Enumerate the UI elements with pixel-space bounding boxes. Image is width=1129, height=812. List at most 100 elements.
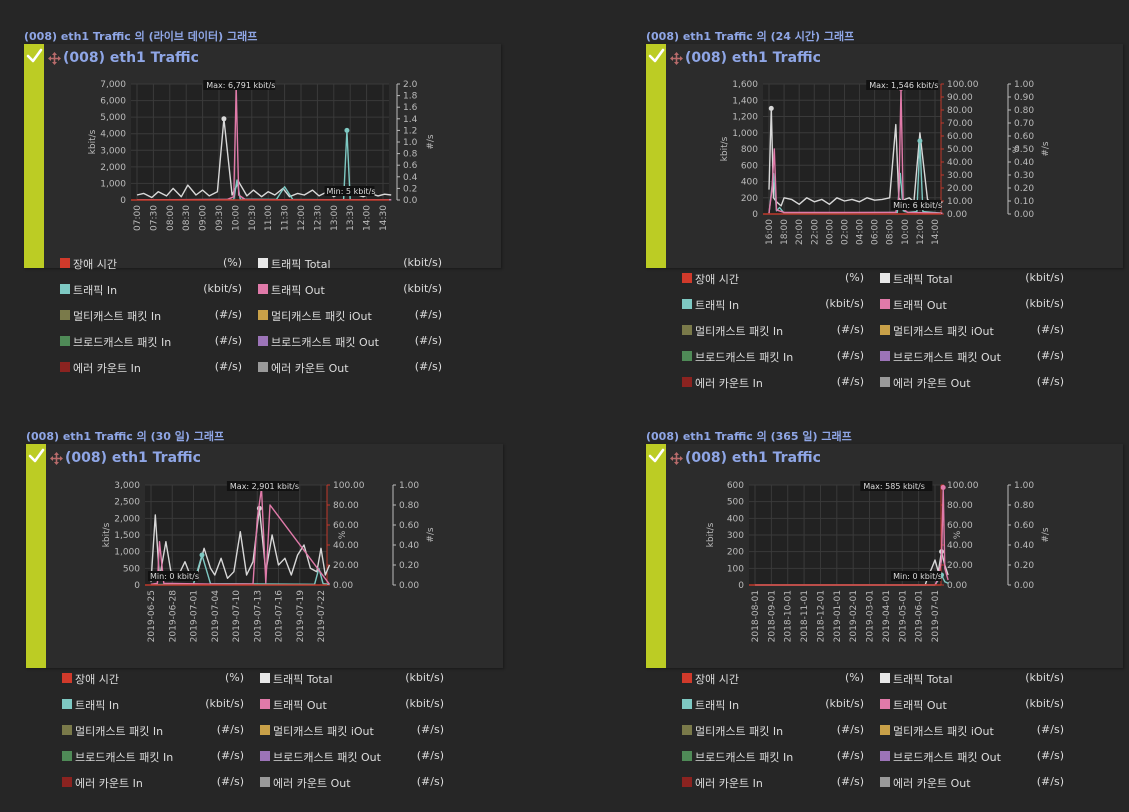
y-tick-label-right-2: 0.80	[1014, 501, 1034, 511]
legend-item[interactable]: 브로드캐스트 패킷 In (#/s)	[682, 349, 872, 364]
legend-swatch	[62, 673, 72, 683]
legend-label: 트래픽 Total	[893, 673, 953, 686]
legend-item[interactable]: 트래픽 In (kbit/s)	[60, 282, 250, 297]
series-peak-marker	[768, 105, 774, 111]
legend-item[interactable]: 트래픽 Total (kbit/s)	[880, 271, 1070, 286]
legend-item[interactable]: 트래픽 Total (kbit/s)	[260, 671, 450, 686]
legend-item[interactable]: 트래픽 In (kbit/s)	[682, 697, 872, 712]
x-tick-label: 11:00	[264, 205, 274, 231]
max-label-box	[203, 80, 276, 90]
legend-item[interactable]: 트래픽 Out (kbit/s)	[260, 697, 450, 712]
y-tick-label-right: 40.00	[947, 541, 973, 551]
x-tick-label: 2018-10-01	[784, 590, 794, 642]
legend-item[interactable]: 트래픽 Out (kbit/s)	[880, 697, 1070, 712]
graph-section-title: (008) eth1 Traffic 의 (365 일) 그래프	[646, 430, 852, 443]
x-tick-label: 02:00	[840, 219, 850, 245]
legend-item[interactable]: 브로드캐스트 패킷 Out (#/s)	[260, 749, 450, 764]
y-tick-label-right: 20.00	[947, 561, 973, 571]
legend-unit: (kbit/s)	[1025, 671, 1064, 684]
move-icon[interactable]	[50, 452, 63, 465]
legend-unit: (#/s)	[836, 749, 864, 762]
legend-item[interactable]: 트래픽 Out (kbit/s)	[258, 282, 448, 297]
x-tick-label: 18:00	[780, 219, 790, 245]
y-tick-label: 1,200	[732, 113, 758, 123]
legend-unit: (kbit/s)	[403, 256, 442, 269]
legend-item[interactable]: 에러 카운트 In (#/s)	[682, 775, 872, 790]
y-tick-label-right: 0.00	[947, 210, 967, 220]
legend-item[interactable]: 멀티캐스트 패킷 iOut (#/s)	[880, 323, 1070, 338]
move-icon[interactable]	[670, 452, 683, 465]
legend-item[interactable]: 에러 카운트 Out (#/s)	[880, 775, 1070, 790]
legend-item[interactable]: 에러 카운트 Out (#/s)	[258, 360, 448, 375]
legend-item[interactable]: 브로드캐스트 패킷 In (#/s)	[62, 749, 252, 764]
legend-item[interactable]: 에러 카운트 In (#/s)	[60, 360, 250, 375]
legend-item[interactable]: 에러 카운트 In (#/s)	[682, 375, 872, 390]
legend-swatch	[260, 699, 270, 709]
legend-swatch	[880, 351, 890, 361]
x-tick-label: 10:00	[231, 205, 241, 231]
y-tick-label: 0	[120, 196, 126, 206]
legend-item[interactable]: 에러 카운트 Out (#/s)	[880, 375, 1070, 390]
legend-item[interactable]: 브로드캐스트 패킷 In (#/s)	[682, 749, 872, 764]
y-tick-label-right-2: 0.00	[1014, 581, 1034, 591]
legend-item[interactable]: 장애 시간 (%)	[682, 271, 872, 286]
series-peak-marker	[344, 127, 350, 133]
legend-item[interactable]: 트래픽 Total (kbit/s)	[880, 671, 1070, 686]
legend-unit: (#/s)	[836, 375, 864, 388]
y-tick-label-right-2: 0.80	[399, 501, 419, 511]
checkmark-icon[interactable]	[648, 447, 665, 464]
panel-accent-bar	[26, 444, 46, 668]
y-tick-label-right: 2.0	[403, 80, 418, 90]
y-axis-label-left: kbit/s	[88, 129, 98, 154]
checkmark-icon[interactable]	[28, 447, 45, 464]
legend-label: 브로드캐스트 패킷 Out	[893, 351, 1001, 364]
legend-item[interactable]: 장애 시간 (%)	[62, 671, 252, 686]
legend-item[interactable]: 브로드캐스트 패킷 Out (#/s)	[880, 349, 1070, 364]
x-tick-label: 2019-07-10	[232, 590, 242, 643]
legend-item[interactable]: 트래픽 Out (kbit/s)	[880, 297, 1070, 312]
legend-item[interactable]: 멀티캐스트 패킷 In (#/s)	[682, 723, 872, 738]
legend-item[interactable]: 멀티캐스트 패킷 iOut (#/s)	[260, 723, 450, 738]
y-axis-label-left: kbit/s	[102, 522, 112, 547]
y-tick-label-right: 50.00	[947, 145, 973, 155]
max-label: Max: 585 kbit/s	[863, 482, 925, 491]
legend-item[interactable]: 트래픽 In (kbit/s)	[62, 697, 252, 712]
legend-item[interactable]: 트래픽 In (kbit/s)	[682, 297, 872, 312]
x-tick-label: 2019-05-01	[898, 590, 908, 642]
legend-item[interactable]: 멀티캐스트 패킷 In (#/s)	[62, 723, 252, 738]
legend-item[interactable]: 장애 시간 (%)	[682, 671, 872, 686]
min-label-box	[891, 571, 942, 581]
y-tick-label-right: 1.4	[403, 115, 418, 125]
legend-swatch	[682, 725, 692, 735]
checkmark-icon[interactable]	[648, 47, 665, 64]
legend-item[interactable]: 멀티캐스트 패킷 iOut (#/s)	[880, 723, 1070, 738]
legend-item[interactable]: 브로드캐스트 패킷 Out (#/s)	[880, 749, 1070, 764]
legend-unit: (kbit/s)	[825, 297, 864, 310]
legend-item[interactable]: 브로드캐스트 패킷 In (#/s)	[60, 334, 250, 349]
move-icon[interactable]	[670, 52, 683, 65]
legend-item[interactable]: 멀티캐스트 패킷 iOut (#/s)	[258, 308, 448, 323]
legend-label: 트래픽 Out	[893, 699, 947, 712]
legend-item[interactable]: 멀티캐스트 패킷 In (#/s)	[60, 308, 250, 323]
legend-item[interactable]: 장애 시간 (%)	[60, 256, 250, 271]
legend-item[interactable]: 에러 카운트 Out (#/s)	[260, 775, 450, 790]
y-tick-label: 7,000	[100, 80, 126, 90]
y-tick-label-right: 90.00	[947, 93, 973, 103]
move-icon[interactable]	[48, 52, 61, 65]
legend-item[interactable]: 에러 카운트 In (#/s)	[62, 775, 252, 790]
y-axis-label-right: %	[338, 530, 348, 539]
legend-item[interactable]: 브로드캐스트 패킷 Out (#/s)	[258, 334, 448, 349]
legend-item[interactable]: 트래픽 Total (kbit/s)	[258, 256, 448, 271]
x-tick-label: 2019-04-01	[882, 590, 892, 642]
legend-label: 멀티캐스트 패킷 In	[695, 725, 784, 738]
legend-item[interactable]: 멀티캐스트 패킷 In (#/s)	[682, 323, 872, 338]
legend-swatch	[258, 362, 268, 372]
x-tick-label: 12:00	[916, 219, 926, 245]
checkmark-icon[interactable]	[26, 47, 43, 64]
legend-label: 브로드캐스트 패킷 Out	[893, 751, 1001, 764]
y-tick-label-right: 60.00	[947, 132, 973, 142]
y-tick-label-right: 20.00	[333, 561, 359, 571]
legend-unit: (kbit/s)	[403, 282, 442, 295]
